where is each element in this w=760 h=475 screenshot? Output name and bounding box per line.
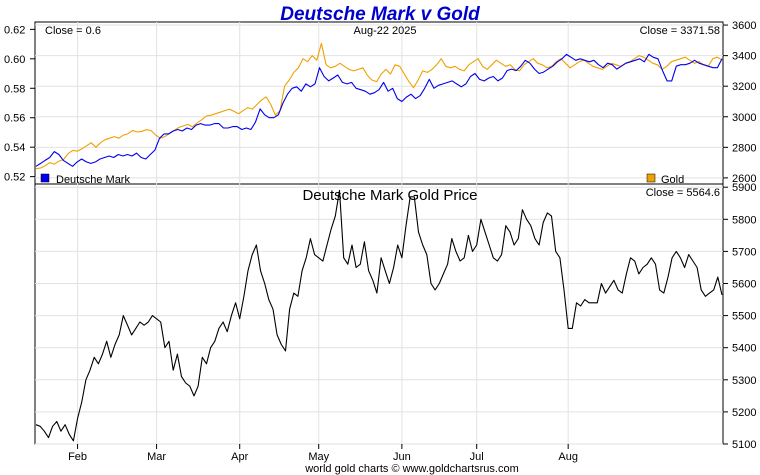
top-panel-frame xyxy=(34,21,724,185)
left-axis-ticks: 0.52 0.54 0.56 0.58 0.60 0.62 xyxy=(4,24,35,184)
x-tick-label: Jul xyxy=(470,451,484,463)
x-tick-label: Apr xyxy=(231,451,248,463)
chart-title: Deutsche Mark v Gold xyxy=(280,4,480,25)
right-tick-label: 5500 xyxy=(732,311,756,323)
legend-gold-swatch xyxy=(646,173,656,183)
x-tick-label: Feb xyxy=(68,451,87,463)
right-axis-ticks-top: 2600 2800 3000 3200 3400 3600 xyxy=(723,20,756,185)
close-right-label: Close = 3371.58 xyxy=(640,25,720,37)
legend-dm-label: Deutsche Mark xyxy=(56,174,130,186)
right-tick-label: 5100 xyxy=(732,439,756,451)
left-tick-label: 0.52 xyxy=(4,172,25,184)
right-tick-label: 5700 xyxy=(732,246,756,258)
right-tick-label: 2800 xyxy=(732,142,756,154)
x-tick-label: Aug xyxy=(558,451,578,463)
right-tick-label: 5300 xyxy=(732,375,756,387)
gold-price-line xyxy=(35,42,723,170)
series-lines xyxy=(35,42,723,442)
right-tick-label: 5200 xyxy=(732,407,756,419)
bottom-close-label: Close = 5564.6 xyxy=(646,187,720,199)
left-tick-label: 0.62 xyxy=(4,24,25,36)
legend-dm-swatch xyxy=(40,173,50,183)
bottom-panel-frame xyxy=(34,183,724,445)
legend-gold-label: Gold xyxy=(661,174,684,186)
footer-credit: world gold charts © www.goldchartsrus.co… xyxy=(304,463,519,475)
close-left-label: Close = 0.6 xyxy=(45,25,101,37)
top-gridlines xyxy=(35,22,723,184)
x-tick-label: Jun xyxy=(393,451,411,463)
deutsche-mark-line xyxy=(35,53,723,167)
right-tick-label: 5400 xyxy=(732,343,756,355)
x-axis-ticks: Feb Mar Apr May Jun Jul Aug xyxy=(68,444,578,463)
left-tick-label: 0.60 xyxy=(4,54,25,66)
x-tick-label: Mar xyxy=(147,451,166,463)
right-tick-label: 3400 xyxy=(732,51,756,63)
x-tick-label: May xyxy=(308,451,329,463)
right-tick-label: 2600 xyxy=(732,173,756,185)
right-tick-label: 3600 xyxy=(732,20,756,32)
right-tick-label: 5800 xyxy=(732,214,756,226)
right-axis-ticks-bottom: 5100 5200 5300 5400 5500 5600 5700 5800 5900 xyxy=(723,182,756,451)
left-tick-label: 0.56 xyxy=(4,113,25,125)
left-tick-label: 0.54 xyxy=(4,142,25,154)
dm-gold-price-line xyxy=(35,189,723,442)
right-tick-label: 3000 xyxy=(732,112,756,124)
right-tick-label: 5900 xyxy=(732,182,756,194)
right-tick-label: 3200 xyxy=(732,81,756,93)
left-tick-label: 0.58 xyxy=(4,83,25,95)
bottom-chart-title: Deutsche Mark Gold Price xyxy=(302,187,477,204)
date-label: Aug-22 2025 xyxy=(354,25,417,37)
right-tick-label: 5600 xyxy=(732,279,756,291)
bottom-gridlines xyxy=(35,184,723,445)
